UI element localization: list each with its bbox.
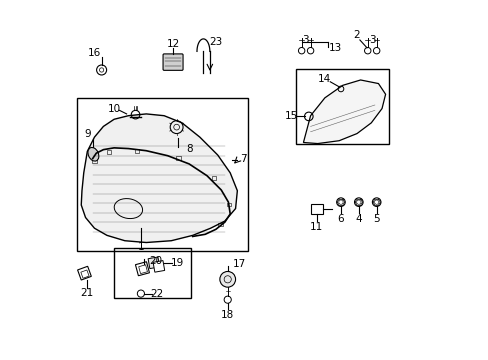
- Bar: [310, 204, 323, 214]
- Bar: [296, 69, 388, 144]
- Text: 1: 1: [137, 242, 144, 252]
- Text: 5: 5: [373, 213, 379, 224]
- Text: 6: 6: [337, 213, 344, 224]
- PathPatch shape: [303, 80, 385, 144]
- Bar: [135, 149, 139, 153]
- Text: 7: 7: [240, 154, 246, 164]
- Text: 14: 14: [317, 74, 330, 84]
- Circle shape: [220, 271, 235, 287]
- Text: 8: 8: [185, 144, 192, 154]
- FancyBboxPatch shape: [163, 54, 183, 70]
- Bar: [92, 159, 97, 163]
- Bar: [139, 265, 147, 274]
- Bar: [148, 257, 160, 269]
- Text: 13: 13: [328, 43, 342, 53]
- Bar: [81, 270, 89, 278]
- Text: 23: 23: [209, 37, 222, 48]
- Text: 18: 18: [221, 310, 234, 320]
- Ellipse shape: [88, 148, 99, 161]
- Text: 3: 3: [368, 35, 375, 45]
- Text: 21: 21: [80, 288, 93, 298]
- Text: 22: 22: [150, 289, 163, 298]
- Text: 15: 15: [284, 111, 297, 121]
- Bar: [106, 150, 111, 154]
- Text: 3: 3: [302, 35, 308, 45]
- Text: 2: 2: [353, 30, 360, 40]
- Bar: [135, 262, 149, 276]
- Text: 4: 4: [355, 213, 362, 224]
- Bar: [78, 266, 91, 280]
- Text: 16: 16: [88, 48, 101, 58]
- Bar: [114, 248, 190, 298]
- Bar: [77, 98, 247, 251]
- Bar: [153, 261, 164, 272]
- Text: 11: 11: [309, 222, 323, 232]
- Bar: [218, 223, 222, 226]
- Text: 20: 20: [149, 256, 163, 266]
- Bar: [176, 157, 180, 160]
- Bar: [212, 176, 216, 180]
- Text: 12: 12: [166, 39, 179, 49]
- Bar: [227, 203, 231, 206]
- Text: 19: 19: [171, 258, 184, 268]
- PathPatch shape: [81, 114, 237, 243]
- Text: 10: 10: [107, 104, 121, 113]
- Text: 17: 17: [232, 259, 245, 269]
- Text: 9: 9: [84, 129, 90, 139]
